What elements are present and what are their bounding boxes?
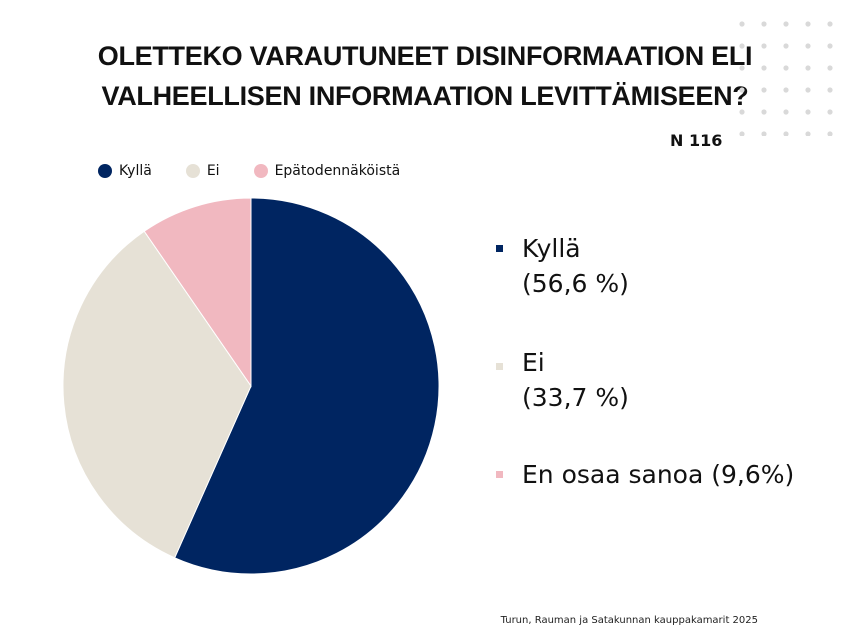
decor-dot [805,43,811,49]
legend-marker-epatodennakoista [253,164,268,178]
callout-marker-ei [496,363,503,370]
callout-marker-kylla [496,245,503,252]
decorative-dot-grid [739,21,833,136]
decor-dot [805,21,811,27]
callout-label-ei: Ei [522,348,545,377]
decor-dot [827,43,833,49]
decor-dot [761,65,767,71]
decor-dot [739,21,745,27]
decor-dot [827,21,833,27]
legend-marker-ei [185,164,200,178]
decor-dot [739,109,745,115]
decor-dot [761,109,767,115]
pie-slice-ei [62,230,252,559]
callout-value-ei: (33,7 %) [522,383,629,412]
decor-dot [783,87,789,93]
decor-dot [761,43,767,49]
sample-size-label: N 116 [670,131,723,150]
legend-item-epatodennakoista: Epätodennäköistä [253,163,401,179]
decor-dot [783,65,789,71]
callout-marker-en-osaa-sanoa [496,471,503,478]
decor-dot [739,87,745,93]
decor-dot [739,43,745,49]
decor-dot [761,131,767,136]
chart-title: OLETTEKO VARAUTUNEET DISINFORMAATION ELI… [97,41,753,111]
decor-dot [827,109,833,115]
legend: Kyllä Ei Epätodennäköistä [98,160,434,182]
legend-label-kylla: Kyllä [119,163,152,179]
decor-dot [783,109,789,115]
callout-value-kylla: (56,6 %) [522,269,629,298]
decor-dot [805,65,811,71]
decor-dot [783,43,789,49]
pie-chart [62,197,440,575]
callout-label-en-osaa-sanoa: En osaa sanoa (9,6%) [522,460,795,489]
legend-marker-kylla [98,164,112,178]
legend-label-ei: Ei [206,163,220,179]
decor-dot [805,109,811,115]
decor-dot [761,87,767,93]
decor-dot [827,87,833,93]
decor-dot [827,65,833,71]
pie-slice-kylla [173,197,440,575]
decor-dot [761,21,767,27]
pie-slice-epatodennakoista [143,197,252,388]
decor-dot [739,131,745,136]
decor-dot [805,87,811,93]
legend-label-epatodennakoista: Epätodennäköistä [274,163,401,179]
callout-label-kylla: Kyllä [522,234,581,263]
decor-dot [739,65,745,71]
decor-dot [783,21,789,27]
decor-dot [827,131,833,136]
decor-dot [805,131,811,136]
source-note: Turun, Rauman ja Satakunnan kauppakamari… [500,615,758,626]
decor-dot [783,131,789,136]
legend-item-kylla: Kyllä [98,163,152,179]
legend-item-ei: Ei [185,163,220,179]
